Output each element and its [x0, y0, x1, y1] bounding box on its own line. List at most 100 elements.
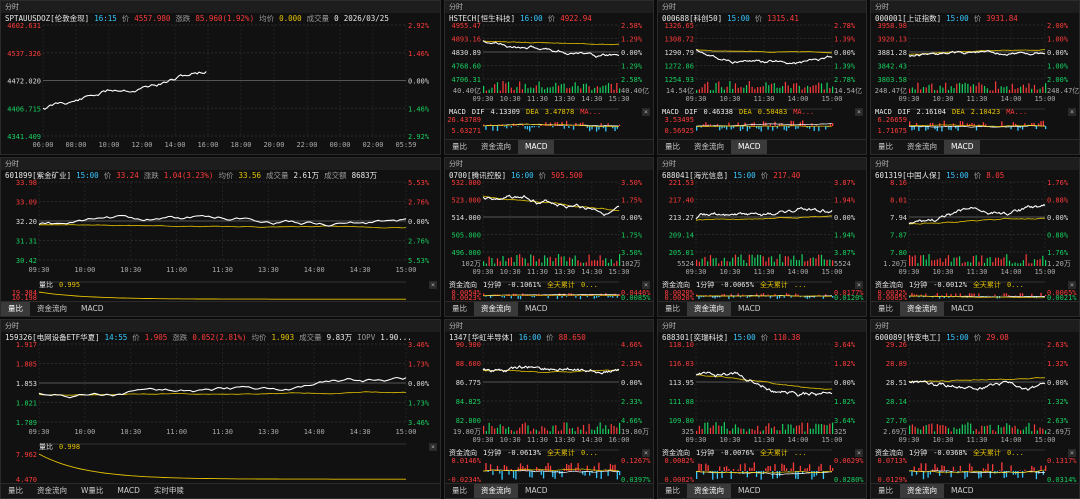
price-axis-tick: 514.000 — [451, 214, 481, 222]
indicator-bar — [609, 463, 612, 471]
security-name: 601319[中国人保] — [875, 171, 942, 180]
tab-2[interactable]: MACD — [731, 140, 768, 154]
tab-2[interactable]: MACD — [525, 486, 548, 495]
intraday-chart[interactable]: 4955.47 2.58% 4893.16 1.29% 4830.89 0.00% 4768… — [445, 1, 654, 155]
tab-2[interactable]: MACD — [518, 140, 555, 154]
intraday-chart[interactable]: 29.26 2.63% 28.89 1.32% 28.51 0.00% 28.14 1.32%… — [871, 320, 1080, 499]
percent-axis-tick: 1.46% — [408, 105, 430, 113]
tab-2[interactable]: W量比 — [81, 486, 104, 495]
intraday-chart[interactable]: 8.16 1.76% 8.01 0.88% 7.94 0.00% 7.87 0.88% 7.80… — [871, 158, 1080, 317]
price-line — [38, 214, 407, 227]
tab-1[interactable]: 资金流向 — [687, 302, 731, 316]
tab-1[interactable]: 资金流向 — [474, 302, 518, 316]
close-indicator-icon[interactable]: × — [1068, 281, 1076, 289]
tab-0[interactable]: 量比 — [665, 142, 680, 151]
tab-0[interactable]: 量比 — [1, 302, 30, 316]
tab-0[interactable]: 量比 — [452, 304, 467, 313]
tab-1[interactable]: 资金流向 — [687, 484, 731, 498]
panel-title: 分时 — [1, 158, 440, 170]
tab-2[interactable]: MACD — [951, 304, 974, 313]
volume-bar — [820, 424, 823, 434]
price-axis-tick: 86.775 — [456, 379, 481, 387]
tab-2[interactable]: MACD — [81, 304, 104, 313]
volume-bar — [1020, 86, 1022, 93]
volume-bar — [585, 83, 587, 93]
close-indicator-icon[interactable]: × — [429, 443, 437, 451]
indicator-readout: 资金流向 1分钟 -0.0065% 全天累计... — [658, 280, 866, 290]
tab-0[interactable]: 量比 — [452, 142, 467, 151]
intraday-chart[interactable]: 1.917 3.46% 1.885 1.73% 1.853 0.00% 1.821 1.73%… — [1, 320, 441, 499]
intraday-chart[interactable]: 90.900 4.66% 88.600 2.33% 86.775 0.00% 84.825 2… — [445, 320, 654, 499]
tab-0[interactable]: 量比 — [8, 486, 23, 495]
tab-1[interactable]: 资金流向 — [474, 484, 518, 498]
indicator-bar — [769, 296, 772, 299]
tab-1[interactable]: 资金流向 — [900, 484, 944, 498]
time-axis-tick: 11:30 — [966, 268, 987, 276]
indicator-bar — [696, 294, 698, 296]
indicator-bar — [612, 126, 614, 129]
close-indicator-icon[interactable]: × — [642, 281, 650, 289]
panel-title: 分时 — [1, 1, 440, 13]
intraday-chart[interactable]: 532.000 3.50% 523.000 1.75% 514.000 0.00% 505.… — [445, 158, 654, 317]
tab-0[interactable]: 量比 — [878, 142, 893, 151]
intraday-chart[interactable]: 118.10 3.64% 116.03 1.82% 113.95 0.00% 111.88 1… — [658, 320, 867, 499]
close-indicator-icon[interactable]: × — [855, 449, 863, 457]
tab-2[interactable]: MACD — [738, 486, 761, 495]
price-axis-tick: 4602.631 — [7, 22, 41, 30]
intraday-chart[interactable]: 33.98 5.53% 33.09 2.76% 32.20 0.00% 31.31 2.76%… — [1, 158, 441, 317]
close-indicator-icon[interactable]: × — [855, 281, 863, 289]
volume-bar — [956, 83, 958, 93]
intraday-chart[interactable]: 1326.65 2.78% 1308.72 1.39% 1290.79 0.00% 1272… — [658, 1, 867, 155]
close-indicator-icon[interactable]: × — [1068, 449, 1076, 457]
indicator-tabs: 量比 资金流向 W量比 MACD 实时申赎 — [1, 483, 440, 498]
indicator-bar — [728, 122, 730, 126]
volume-bar — [751, 428, 753, 434]
volume-bar — [978, 261, 980, 266]
volume-bar — [911, 424, 913, 434]
tab-1[interactable]: 资金流向 — [900, 302, 944, 316]
tab-0[interactable]: 量比 — [665, 486, 680, 495]
tab-0[interactable]: 量比 — [665, 304, 680, 313]
volume-bar — [574, 431, 576, 434]
intraday-chart[interactable]: 3958.98 2.00% 3920.13 1.00% 3881.28 0.00% 3842… — [871, 1, 1080, 155]
volume-bar — [964, 82, 966, 93]
indicator-bar — [980, 471, 982, 478]
intraday-chart[interactable]: 4602.631 2.92% 4537.326 1.46% 4472.020 0.00% 4… — [1, 1, 441, 155]
tab-2[interactable]: MACD — [944, 140, 981, 154]
indicator-bar — [577, 463, 579, 471]
volume-bar — [505, 428, 507, 434]
tab-0[interactable]: 量比 — [452, 486, 467, 495]
tab-2[interactable]: MACD — [525, 304, 548, 313]
time-axis-tick: 10:00 — [74, 428, 95, 436]
price-axis-tick: 1.917 — [16, 341, 37, 349]
tab-0[interactable]: 量比 — [878, 486, 893, 495]
intraday-chart[interactable]: 221.53 3.87% 217.40 1.94% 213.27 0.00% 209.14 1… — [658, 158, 867, 317]
close-indicator-icon[interactable]: × — [429, 281, 437, 289]
security-name: 159326[电网设备ETF华夏] — [5, 333, 100, 342]
tab-4[interactable]: 实时申赎 — [153, 486, 184, 495]
close-indicator-icon[interactable]: × — [855, 108, 863, 116]
close-indicator-icon[interactable]: × — [642, 108, 650, 116]
close-indicator-icon[interactable]: × — [642, 449, 650, 457]
volume-bar — [745, 431, 748, 434]
volume-bar — [519, 254, 521, 266]
tab-1[interactable]: 资金流向 — [481, 142, 511, 151]
quote-panel-6: 分时 0700[腾讯控股] 16:00 价 505.500 532.000 3.50% 523… — [444, 157, 654, 317]
flow-period-label: 1分钟 — [483, 449, 502, 457]
indicator-bar — [721, 471, 723, 478]
volume-bar — [1028, 263, 1030, 266]
flow-label: 资金流向 — [662, 449, 690, 457]
indicator-bar — [579, 123, 582, 126]
tab-2[interactable]: MACD — [738, 304, 761, 313]
indicator-tabs: 量比 资金流向 MACD — [871, 139, 1079, 154]
tab-1[interactable]: 资金流向 — [907, 142, 937, 151]
tab-1[interactable]: 资金流向 — [37, 486, 67, 495]
tab-1[interactable]: 资金流向 — [37, 304, 67, 313]
close-indicator-icon[interactable]: × — [1068, 108, 1076, 116]
tab-3[interactable]: MACD — [117, 486, 140, 495]
tab-1[interactable]: 资金流向 — [694, 142, 724, 151]
tab-2[interactable]: MACD — [951, 486, 974, 495]
tab-0[interactable]: 量比 — [878, 304, 893, 313]
volume-bar — [613, 263, 615, 266]
volume-bar — [560, 430, 562, 434]
